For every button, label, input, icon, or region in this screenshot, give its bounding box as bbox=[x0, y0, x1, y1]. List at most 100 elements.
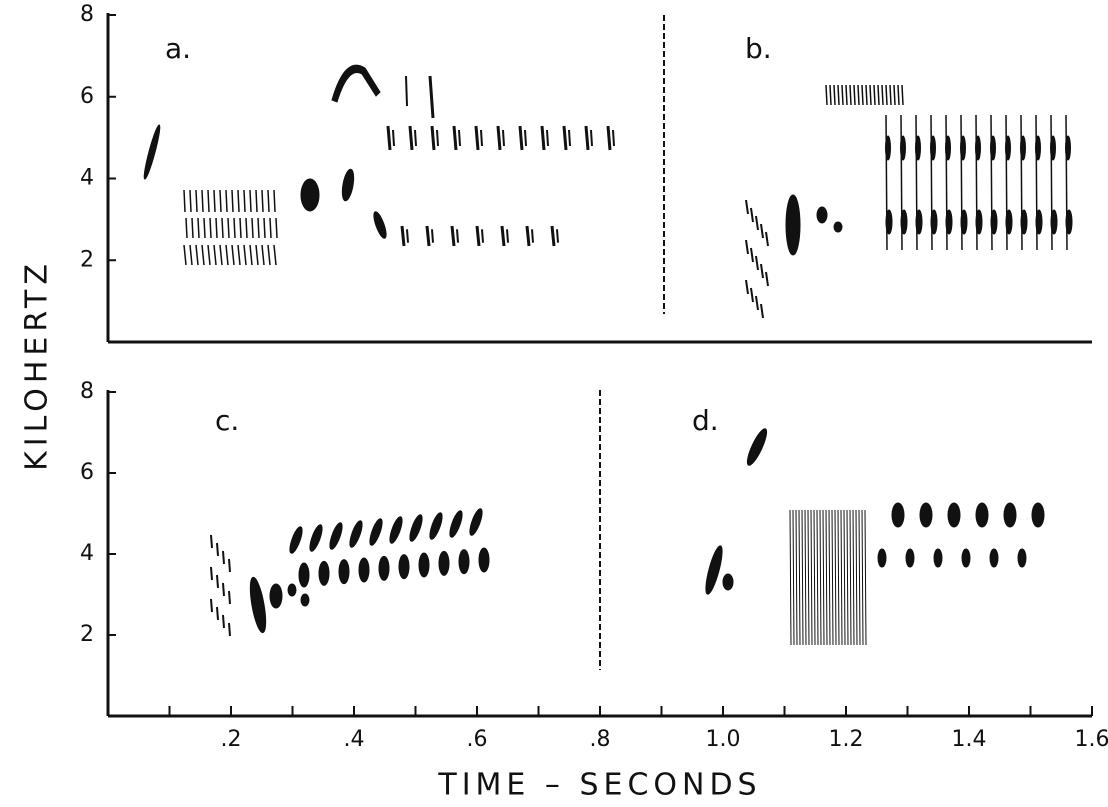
trace bbox=[885, 135, 891, 161]
trace bbox=[1017, 548, 1027, 568]
trace bbox=[816, 206, 828, 224]
trace bbox=[456, 229, 459, 243]
trace bbox=[429, 512, 443, 540]
trace bbox=[785, 194, 801, 256]
trace bbox=[475, 225, 481, 247]
trace bbox=[392, 129, 395, 147]
trace bbox=[273, 189, 276, 213]
trace bbox=[243, 189, 246, 213]
trace bbox=[185, 217, 188, 239]
trace bbox=[755, 295, 759, 311]
trace bbox=[905, 548, 915, 568]
trace bbox=[897, 84, 900, 106]
trace bbox=[225, 244, 229, 266]
trace bbox=[833, 84, 836, 106]
trace bbox=[225, 189, 228, 213]
trace bbox=[400, 225, 406, 247]
trace bbox=[263, 217, 266, 239]
trace bbox=[540, 125, 546, 151]
trace bbox=[341, 168, 355, 202]
trace bbox=[901, 84, 904, 106]
trace bbox=[496, 125, 502, 151]
trace bbox=[960, 209, 968, 235]
trace bbox=[975, 209, 983, 235]
trace bbox=[900, 209, 908, 235]
trace bbox=[233, 217, 236, 239]
trace bbox=[474, 125, 480, 151]
trace bbox=[358, 557, 370, 583]
trace bbox=[1020, 135, 1026, 161]
trace bbox=[216, 606, 219, 621]
trace bbox=[760, 223, 764, 239]
trace bbox=[524, 129, 527, 147]
trace bbox=[309, 524, 323, 552]
trace bbox=[414, 129, 417, 147]
trace bbox=[750, 287, 754, 303]
trace bbox=[1003, 502, 1017, 528]
trace bbox=[349, 520, 363, 548]
trace bbox=[449, 510, 463, 538]
trace bbox=[183, 189, 186, 213]
trace bbox=[418, 552, 430, 578]
trace bbox=[550, 225, 556, 247]
x-tick-label: .6 bbox=[467, 727, 488, 752]
x-axis-label: TIME – SECONDS bbox=[437, 768, 761, 803]
trace bbox=[267, 189, 270, 213]
trace bbox=[755, 215, 759, 231]
trace bbox=[245, 217, 248, 239]
trace bbox=[1035, 135, 1041, 161]
y-tick-label: 2 bbox=[80, 247, 94, 272]
trace bbox=[877, 548, 887, 568]
trace bbox=[606, 125, 612, 151]
x-tick-label: 1.2 bbox=[829, 727, 864, 752]
trace bbox=[405, 75, 408, 107]
trace bbox=[525, 225, 531, 247]
y-tick-label: 6 bbox=[80, 460, 94, 485]
trace bbox=[975, 502, 989, 528]
trace bbox=[750, 207, 754, 223]
trace bbox=[1050, 135, 1056, 161]
trace bbox=[398, 554, 410, 580]
trace bbox=[801, 509, 804, 646]
trace bbox=[975, 135, 981, 161]
trace bbox=[1005, 135, 1011, 161]
trace bbox=[858, 509, 861, 646]
trace bbox=[831, 509, 834, 646]
trace bbox=[300, 593, 310, 607]
trace bbox=[846, 509, 849, 646]
trace bbox=[804, 509, 807, 646]
trace bbox=[231, 189, 234, 213]
trace bbox=[849, 509, 852, 646]
trace bbox=[228, 622, 231, 637]
panel-label: c. bbox=[215, 404, 239, 437]
trace bbox=[705, 545, 723, 595]
trace bbox=[318, 560, 330, 586]
trace bbox=[840, 509, 843, 646]
trace bbox=[857, 84, 860, 106]
trace bbox=[849, 84, 852, 106]
trace bbox=[816, 509, 819, 646]
trace bbox=[990, 209, 998, 235]
trace bbox=[231, 244, 235, 266]
trace bbox=[300, 178, 320, 212]
trace bbox=[227, 217, 230, 239]
trace bbox=[810, 509, 813, 646]
trace bbox=[215, 217, 218, 239]
trace bbox=[409, 514, 423, 542]
trace bbox=[275, 217, 278, 239]
trace bbox=[210, 534, 213, 549]
trace bbox=[243, 244, 247, 266]
trace bbox=[861, 509, 864, 646]
trace bbox=[869, 84, 872, 106]
trace bbox=[825, 84, 828, 106]
trace bbox=[273, 244, 277, 266]
trace bbox=[864, 509, 867, 646]
trace bbox=[930, 209, 938, 235]
y-tick-label: 4 bbox=[80, 541, 94, 566]
trace bbox=[249, 244, 253, 266]
trace bbox=[237, 244, 241, 266]
trace bbox=[834, 509, 837, 646]
trace bbox=[269, 217, 272, 239]
trace bbox=[331, 64, 381, 103]
trace bbox=[261, 189, 264, 213]
